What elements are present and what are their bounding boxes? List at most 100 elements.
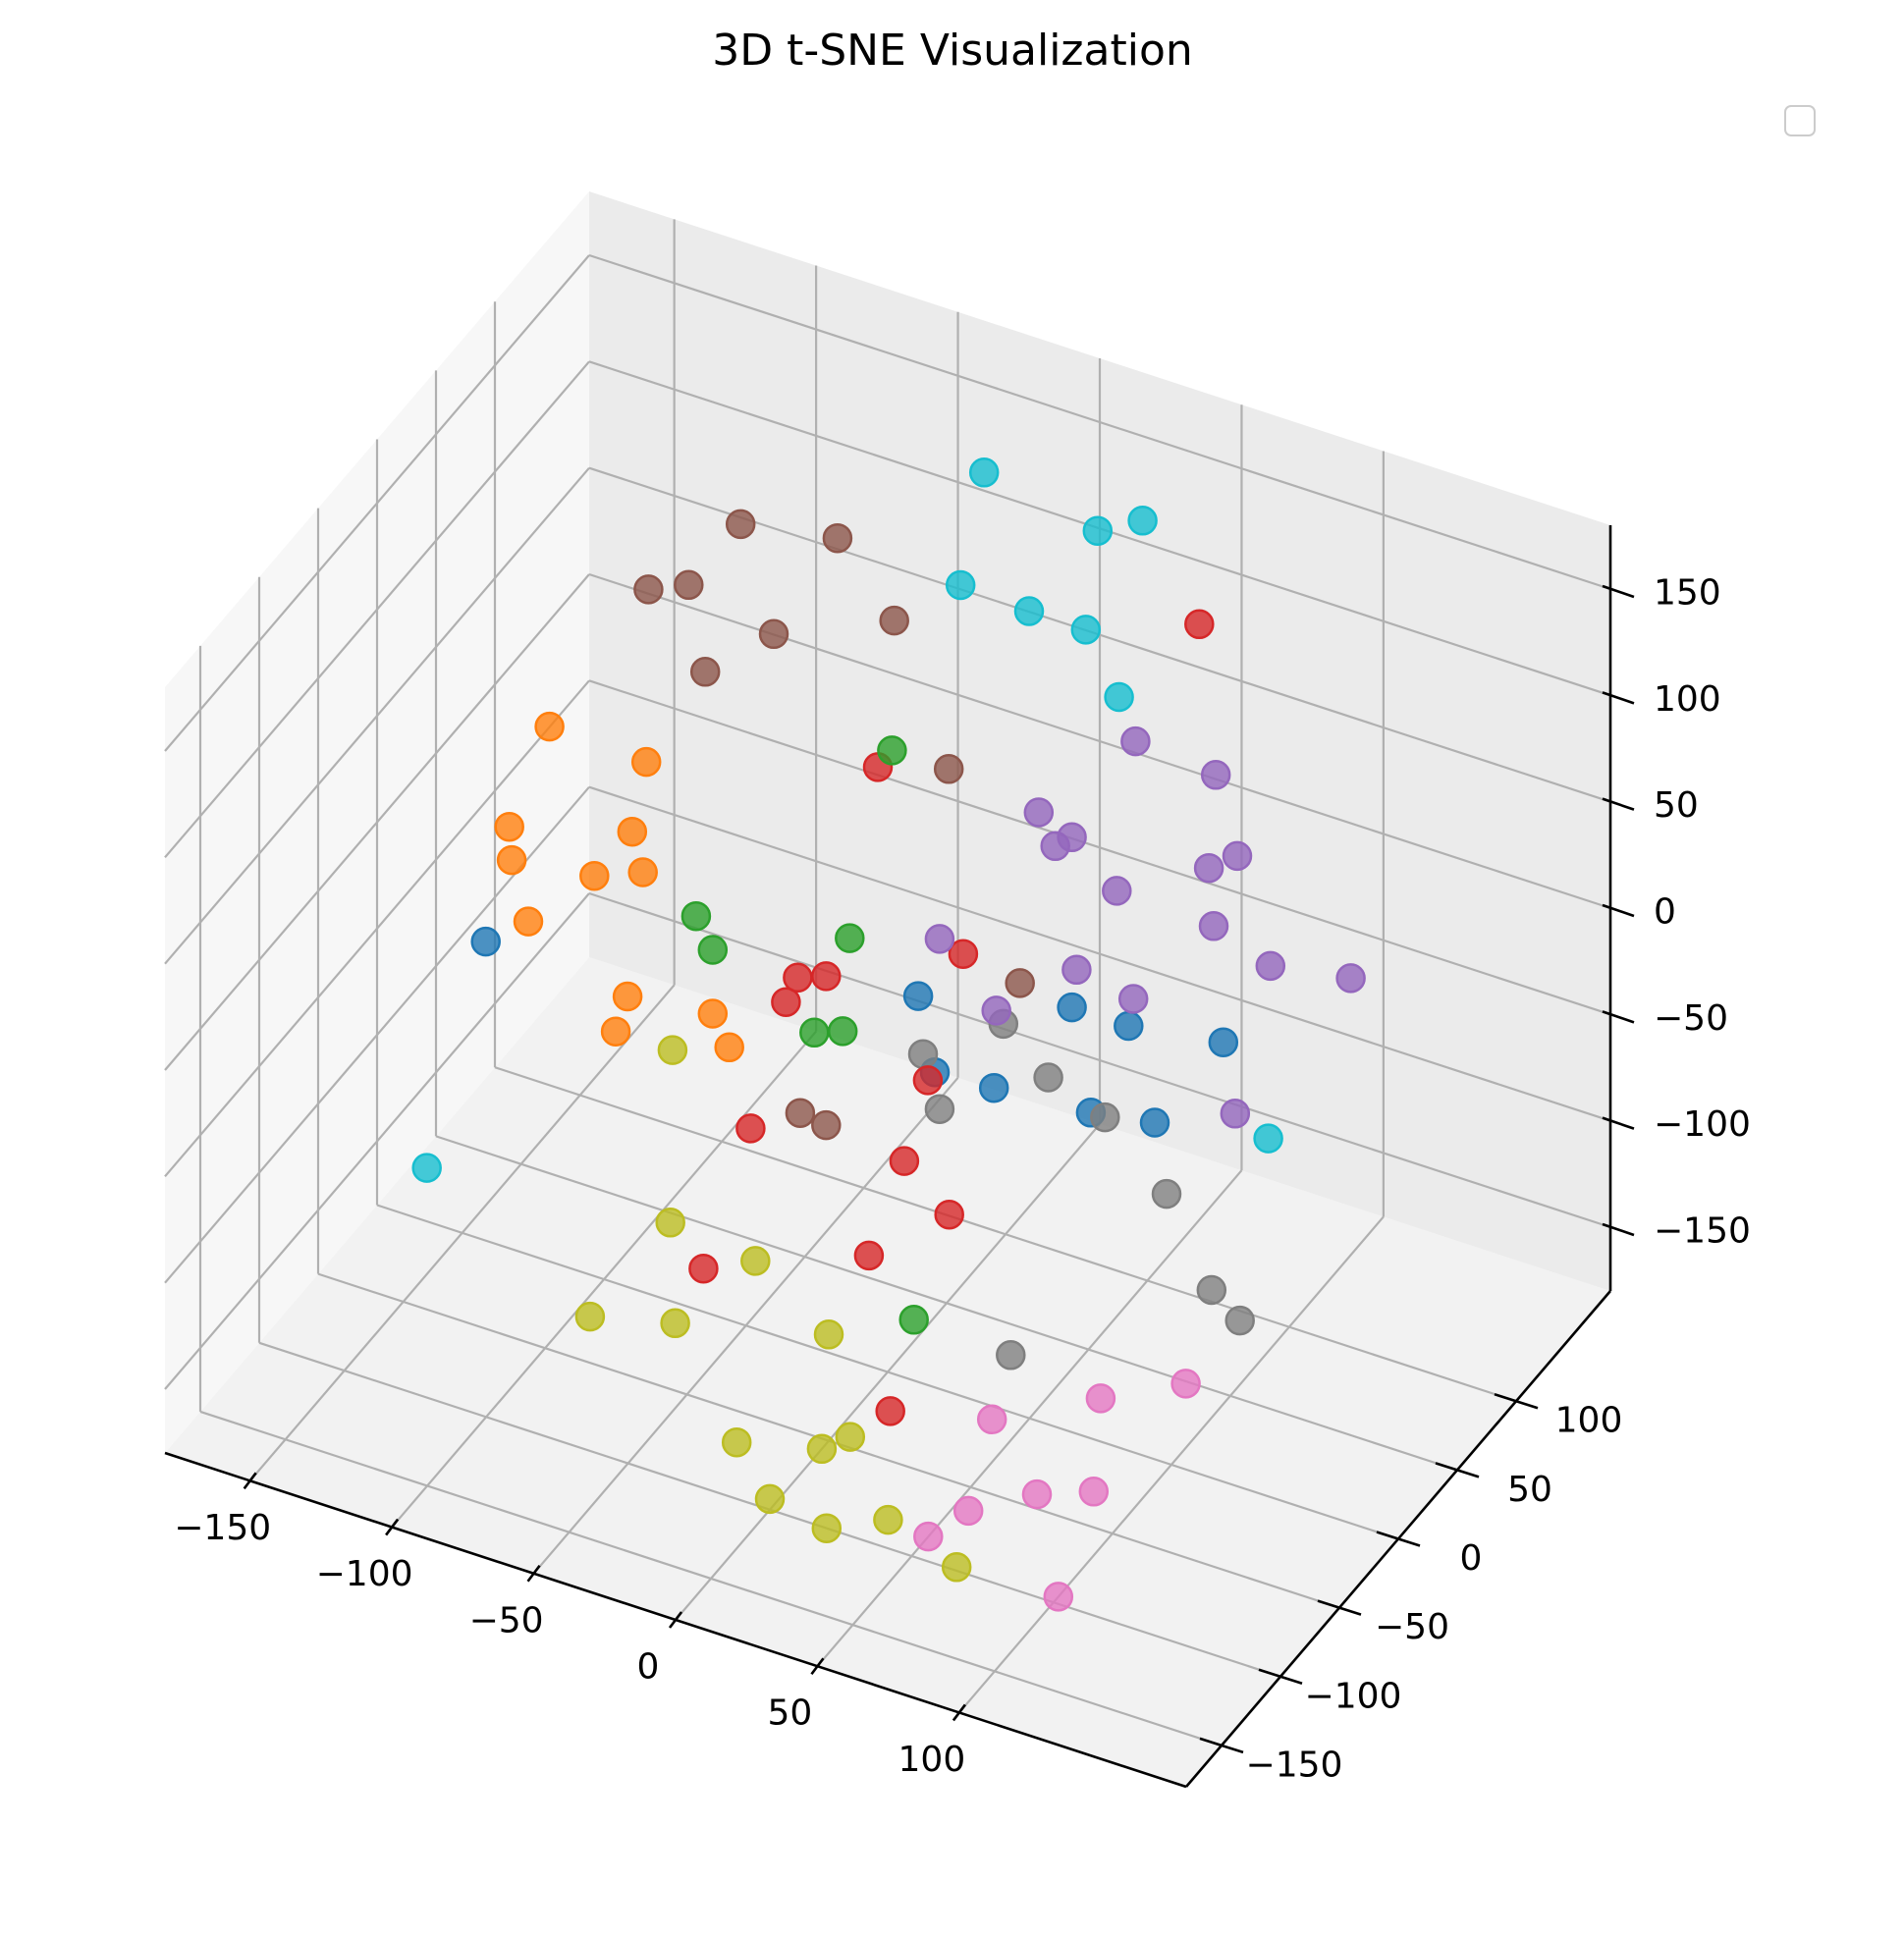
data-point bbox=[1057, 822, 1087, 853]
data-point bbox=[1224, 1305, 1255, 1336]
scatter-points bbox=[411, 457, 1366, 1612]
data-point bbox=[721, 1426, 752, 1458]
data-point bbox=[1120, 726, 1151, 757]
data-point bbox=[822, 522, 853, 554]
x-tick-label: −50 bbox=[469, 1600, 544, 1640]
y-tick-mark bbox=[1199, 1737, 1244, 1754]
legend-box bbox=[1784, 105, 1816, 136]
x-tick-mark bbox=[810, 1657, 825, 1676]
data-point bbox=[1104, 681, 1134, 713]
x-tick-label: 0 bbox=[637, 1647, 660, 1688]
data-point bbox=[875, 1396, 905, 1426]
data-point bbox=[1198, 911, 1229, 941]
grid-lines bbox=[164, 219, 1611, 1747]
z-tick-label: 0 bbox=[1654, 892, 1676, 933]
gridline-y-floor bbox=[494, 1066, 1517, 1403]
data-point bbox=[1085, 1383, 1116, 1414]
y-tick-label: 0 bbox=[1460, 1538, 1483, 1579]
data-point bbox=[725, 509, 756, 540]
z-tick-mark bbox=[1602, 903, 1635, 918]
gridline-z-leftwall bbox=[164, 679, 590, 1178]
data-point bbox=[889, 1146, 920, 1176]
data-point bbox=[1222, 840, 1253, 872]
x-tick-mark bbox=[668, 1611, 683, 1629]
data-point bbox=[978, 1072, 1009, 1103]
y-tick-label: −150 bbox=[1246, 1745, 1343, 1785]
data-point bbox=[813, 1319, 844, 1350]
x-tick-label: −100 bbox=[316, 1554, 413, 1594]
data-point bbox=[1208, 1027, 1239, 1057]
data-point bbox=[627, 857, 658, 887]
data-point bbox=[1043, 1582, 1074, 1612]
y-tick-mark bbox=[1376, 1531, 1421, 1547]
data-point bbox=[617, 816, 648, 847]
data-point bbox=[633, 574, 664, 605]
data-point bbox=[513, 906, 544, 937]
z-tick-label: −150 bbox=[1654, 1211, 1751, 1252]
y-tick-label: 100 bbox=[1555, 1401, 1623, 1441]
data-point bbox=[534, 711, 565, 742]
data-point bbox=[494, 811, 524, 842]
data-point bbox=[945, 569, 976, 601]
data-point bbox=[574, 1301, 606, 1332]
data-point bbox=[1151, 1178, 1182, 1209]
data-point bbox=[600, 1016, 631, 1047]
data-point bbox=[811, 961, 842, 992]
gridline-y-floor bbox=[376, 1204, 1399, 1540]
data-point bbox=[1200, 760, 1231, 790]
data-point bbox=[913, 1521, 944, 1552]
z-tick-label: 150 bbox=[1654, 573, 1721, 614]
data-point bbox=[688, 1253, 719, 1284]
data-point bbox=[758, 618, 789, 650]
data-point bbox=[697, 998, 729, 1029]
x-tick-mark bbox=[385, 1518, 400, 1536]
data-point bbox=[1253, 1123, 1283, 1154]
data-point bbox=[996, 1340, 1026, 1371]
y-tick-mark bbox=[1435, 1462, 1480, 1478]
gridline-y-floor bbox=[435, 1135, 1458, 1472]
data-point bbox=[827, 1016, 858, 1047]
z-tick-label: −50 bbox=[1654, 998, 1728, 1039]
data-point bbox=[1057, 992, 1087, 1023]
data-point bbox=[680, 900, 712, 932]
data-point bbox=[1061, 954, 1092, 986]
data-point bbox=[1196, 1274, 1227, 1306]
y-tick-label: −50 bbox=[1375, 1607, 1449, 1647]
data-point bbox=[1139, 1107, 1170, 1138]
data-point bbox=[1082, 515, 1114, 546]
gridline-z-leftwall bbox=[164, 892, 590, 1390]
y-tick-label: 50 bbox=[1507, 1470, 1552, 1510]
data-point bbox=[630, 746, 662, 778]
gridline-z-leftwall bbox=[164, 254, 590, 752]
data-point bbox=[934, 1199, 964, 1230]
data-point bbox=[657, 1035, 688, 1065]
data-point bbox=[1005, 968, 1035, 998]
data-point bbox=[907, 1039, 939, 1069]
data-point bbox=[1335, 963, 1366, 994]
data-point bbox=[811, 1513, 843, 1543]
data-point bbox=[1013, 596, 1045, 626]
y-tick-mark bbox=[1258, 1668, 1303, 1686]
data-point bbox=[976, 1404, 1007, 1435]
z-tick-label: 50 bbox=[1654, 785, 1699, 826]
data-point bbox=[811, 1109, 842, 1141]
data-point bbox=[689, 657, 721, 687]
z-tick-mark bbox=[1602, 1116, 1635, 1130]
data-point bbox=[948, 939, 979, 969]
data-point bbox=[697, 935, 729, 965]
data-point bbox=[579, 860, 610, 891]
gridline-z-leftwall bbox=[164, 573, 590, 1071]
data-point bbox=[655, 1208, 685, 1238]
z-tick-mark bbox=[1602, 1010, 1635, 1024]
y-tick-mark bbox=[1317, 1599, 1362, 1616]
gridline-z-backwall bbox=[588, 679, 1611, 1016]
data-point bbox=[902, 981, 934, 1011]
data-point bbox=[924, 1094, 955, 1124]
data-point bbox=[835, 1422, 866, 1452]
data-point bbox=[783, 962, 813, 994]
y-tick-label: −100 bbox=[1305, 1676, 1402, 1716]
data-point bbox=[879, 605, 909, 636]
data-point bbox=[1021, 1478, 1053, 1510]
z-tick-mark bbox=[1602, 1222, 1635, 1237]
